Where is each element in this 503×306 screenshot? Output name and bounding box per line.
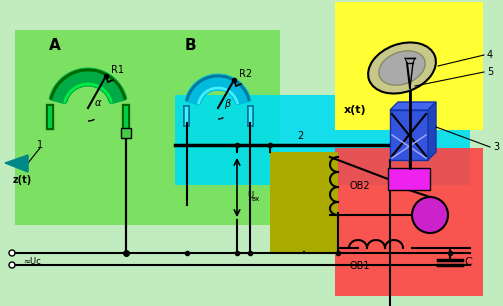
Text: A: A: [49, 38, 61, 53]
Text: α: α: [95, 98, 101, 108]
Text: y: y: [299, 193, 309, 211]
Text: 4: 4: [487, 50, 493, 60]
Bar: [388, 168, 430, 190]
Text: B: B: [184, 38, 196, 53]
Text: ≈Uc: ≈Uc: [23, 256, 41, 266]
Text: M: M: [424, 208, 436, 222]
Text: 2: 2: [297, 131, 303, 141]
Bar: [335, 2, 483, 130]
Ellipse shape: [368, 43, 436, 94]
Text: R1: R1: [112, 65, 125, 75]
Polygon shape: [428, 102, 436, 160]
Text: β: β: [224, 99, 230, 109]
Bar: [15, 30, 280, 225]
Text: вх: вх: [252, 196, 260, 202]
Text: OB1: OB1: [350, 261, 370, 271]
Text: 5: 5: [487, 67, 493, 77]
Ellipse shape: [379, 51, 425, 85]
Text: z(t): z(t): [13, 175, 32, 185]
Text: R2: R2: [239, 69, 253, 79]
Text: U: U: [247, 191, 253, 200]
Bar: [270, 152, 338, 252]
Bar: [335, 148, 483, 296]
Bar: [175, 95, 470, 185]
Text: 1: 1: [37, 140, 43, 150]
Text: x(t): x(t): [344, 105, 366, 115]
Text: C: C: [464, 257, 472, 267]
Text: OB2: OB2: [350, 181, 370, 191]
Circle shape: [412, 197, 448, 233]
Polygon shape: [390, 102, 436, 110]
Text: 3: 3: [493, 142, 499, 152]
Circle shape: [9, 262, 15, 268]
Bar: [390, 110, 428, 160]
Bar: [121, 128, 131, 138]
Polygon shape: [5, 155, 28, 172]
Circle shape: [9, 250, 15, 256]
